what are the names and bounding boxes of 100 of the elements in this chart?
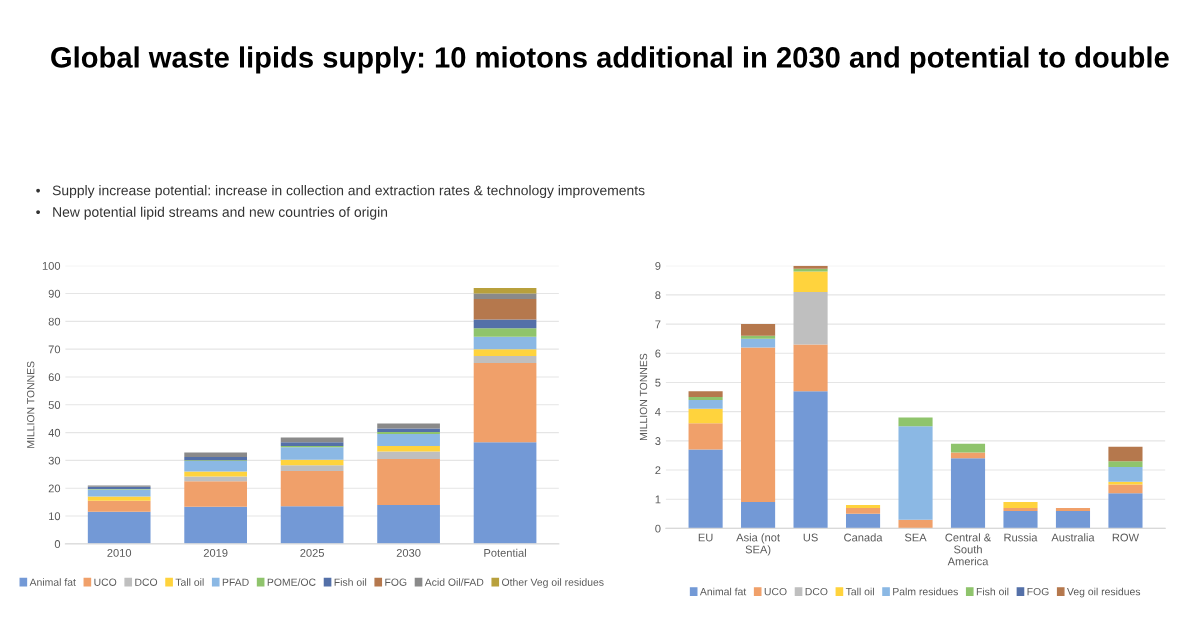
y-tick-label: 60 (48, 373, 61, 382)
y-tick-label: 100 (42, 262, 61, 270)
bar (898, 417, 933, 427)
bar (688, 397, 723, 400)
bar (688, 408, 723, 424)
legend-label: Tall oil (175, 578, 204, 586)
bar (184, 471, 247, 477)
legend-label: Fish oil (334, 578, 367, 586)
y-tick-label: 80 (48, 317, 61, 326)
bar (473, 287, 537, 294)
bar (473, 442, 537, 544)
bar (845, 513, 881, 529)
y-tick-label: 1 (655, 495, 661, 504)
bar (377, 459, 440, 505)
bar (950, 443, 986, 453)
bar (473, 363, 537, 443)
bar (793, 292, 828, 345)
bar (377, 428, 440, 433)
y-tick-label: 8 (655, 291, 661, 300)
bar (793, 271, 828, 293)
y-tick-label: 20 (48, 484, 61, 493)
y-tick-label: 70 (48, 345, 61, 354)
bar (1055, 507, 1091, 511)
bar (473, 349, 537, 357)
y-tick-label: 9 (655, 262, 661, 270)
bar (950, 458, 986, 529)
legend-label: Palm residues (893, 587, 958, 596)
bar (1003, 510, 1038, 529)
x-tick-label: SEA (904, 533, 927, 542)
bar (688, 423, 723, 450)
y-axis-title: MILLION TONNES (27, 361, 35, 448)
bar (1108, 461, 1143, 468)
x-tick-label: Australia (1051, 533, 1095, 542)
bar (688, 399, 723, 409)
bar (741, 502, 776, 529)
bar (741, 324, 776, 336)
legend-label: PFAD (222, 578, 249, 586)
text: • New potential lipid streams and new countries of origin (36, 206, 388, 220)
y-tick-label: 3 (655, 437, 661, 445)
bar (741, 335, 776, 339)
bar (1108, 481, 1143, 485)
bar (688, 391, 723, 398)
bar (1108, 467, 1143, 482)
y-tick-label: 6 (655, 349, 661, 358)
x-tick-label: 2030 (396, 548, 421, 557)
legend-label: Acid Oil/FAD (424, 578, 484, 586)
x-tick-label: US (803, 533, 818, 542)
legend-label: Tall oil (845, 587, 874, 596)
bar (377, 445, 440, 452)
x-tick-label: Central & South America (945, 533, 991, 566)
bar (741, 338, 776, 348)
y-tick-label: 0 (54, 540, 61, 548)
legend-label: DCO (805, 587, 828, 596)
legend-label: POME/OC (267, 578, 316, 586)
legend-label: Veg oil residues (1067, 587, 1141, 598)
y-tick-label: 10 (49, 512, 61, 521)
bar (473, 336, 537, 350)
bar (184, 460, 247, 472)
legend-label: UCO (764, 587, 787, 596)
y-tick-label: 2 (655, 466, 661, 475)
bar (793, 344, 828, 392)
bar (473, 319, 537, 329)
text: • Supply increase potential: increase in collection and extraction rates & technology improvements (36, 185, 645, 199)
chart-title: Global waste lipids supply: 10 miotons additional in 2030 and potential to double (51, 46, 1169, 74)
bar (793, 391, 828, 529)
y-axis-title: MILLION TONNES (639, 353, 648, 441)
bar (1003, 507, 1038, 511)
bar (845, 507, 881, 514)
legend-label: Fish oil (976, 587, 1009, 596)
bar (87, 500, 151, 512)
y-tick-label: 40 (48, 428, 61, 437)
bar (87, 489, 151, 497)
bar (1055, 510, 1091, 529)
x-tick-label: Canada (844, 533, 883, 542)
bar (1003, 502, 1038, 508)
x-tick-label: EU (698, 533, 713, 542)
bar (184, 481, 247, 507)
bar (280, 506, 344, 544)
y-tick-label: 50 (48, 401, 61, 409)
y-tick-label: 30 (48, 456, 61, 465)
x-tick-label: Asia (not SEA) (736, 533, 780, 556)
bar (184, 452, 247, 458)
bar (473, 328, 537, 337)
bar (184, 506, 247, 544)
bar (473, 356, 537, 364)
y-tick-label: 90 (48, 289, 61, 298)
bar (377, 433, 440, 446)
bar (280, 459, 344, 466)
legend-label: Other Veg oil residues (502, 578, 604, 588)
legend-label: DCO (135, 578, 158, 586)
y-tick-label: 5 (655, 378, 661, 387)
bar (898, 426, 933, 520)
bar (377, 504, 440, 544)
legend-label: UCO (94, 578, 117, 586)
y-tick-label: 7 (655, 320, 661, 329)
y-tick-label: 4 (655, 408, 661, 416)
bar (741, 347, 776, 503)
legend-label: FOG (1027, 587, 1049, 596)
legend-label: Animal fat (29, 578, 76, 586)
bar (280, 470, 344, 507)
